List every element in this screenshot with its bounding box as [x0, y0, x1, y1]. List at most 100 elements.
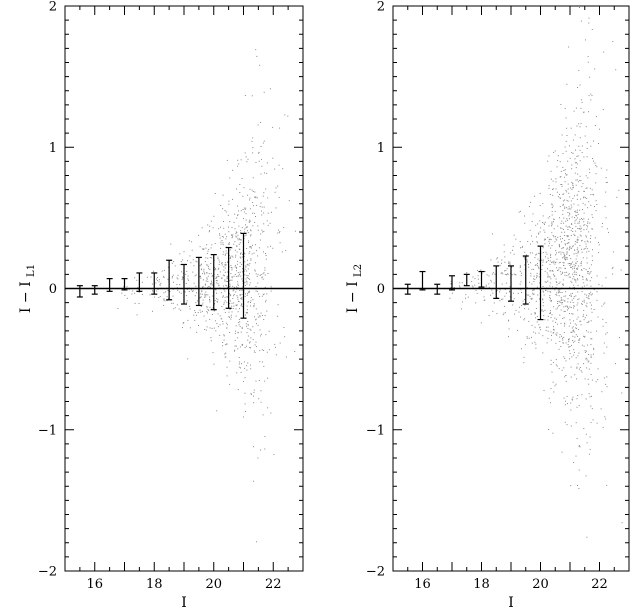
scatter-point [603, 342, 605, 344]
scatter-point [504, 312, 506, 314]
scatter-point [576, 378, 577, 380]
scatter-point [180, 309, 182, 311]
scatter-point [209, 296, 211, 298]
scatter-point [563, 336, 565, 338]
scatter-point [203, 268, 205, 270]
scatter-point [520, 275, 522, 277]
scatter-point [580, 265, 582, 267]
scatter-point [203, 315, 205, 317]
scatter-point [231, 269, 233, 271]
scatter-point [244, 152, 246, 154]
scatter-point [233, 294, 235, 295]
scatter-point [560, 346, 562, 347]
scatter-point [254, 244, 256, 246]
scatter-point [569, 263, 570, 264]
scatter-point [253, 395, 254, 397]
scatter-point [246, 161, 248, 163]
scatter-point [504, 270, 506, 272]
scatter-point [196, 331, 198, 333]
scatter-point [591, 338, 593, 340]
scatter-point [294, 351, 296, 352]
scatter-point [515, 238, 517, 240]
scatter-point [581, 186, 583, 188]
scatter-point [555, 281, 557, 283]
scatter-point [575, 219, 577, 221]
scatter-point [241, 304, 243, 306]
scatter-point [573, 329, 575, 331]
scatter-point [189, 255, 191, 257]
scatter-point [249, 251, 251, 253]
scatter-point [232, 297, 234, 299]
scatter-point [567, 344, 569, 346]
scatter-point [188, 240, 190, 242]
scatter-point [565, 259, 566, 261]
scatter-point [581, 219, 583, 221]
scatter-point [560, 298, 562, 300]
scatter-point [222, 295, 224, 297]
scatter-point [492, 233, 493, 235]
scatter-point [576, 304, 578, 306]
scatter-point [190, 262, 192, 264]
scatter-point [225, 352, 227, 354]
scatter-point [229, 177, 231, 179]
scatter-point [564, 421, 566, 423]
scatter-point [194, 275, 196, 277]
scatter-point [562, 284, 564, 286]
scatter-point [281, 251, 283, 253]
scatter-point [530, 297, 532, 299]
scatter-point [557, 225, 559, 227]
scatter-point [241, 227, 243, 229]
scatter-point [502, 298, 504, 300]
scatter-point [158, 281, 160, 283]
scatter-point [576, 269, 578, 270]
scatter-point [568, 248, 570, 250]
scatter-point [255, 341, 257, 343]
scatter-point [247, 194, 249, 196]
scatter-point [576, 248, 578, 250]
scatter-point [224, 233, 226, 235]
scatter-point [153, 270, 155, 272]
scatter-point [575, 262, 577, 264]
scatter-point [579, 209, 581, 211]
scatter-point [270, 286, 272, 288]
scatter-point [452, 292, 454, 294]
scatter-point [229, 308, 231, 310]
scatter-point [167, 278, 169, 280]
scatter-point [589, 187, 591, 189]
scatter-point [588, 95, 590, 97]
scatter-point [248, 264, 250, 266]
scatter-point [585, 187, 587, 189]
scatter-point [152, 291, 154, 293]
scatter-point [185, 273, 187, 275]
scatter-point [584, 241, 586, 243]
scatter-point [570, 331, 572, 333]
scatter-point [555, 254, 556, 256]
scatter-point [570, 266, 572, 268]
scatter-point [493, 302, 495, 304]
scatter-point [237, 272, 239, 274]
scatter-point [568, 338, 569, 340]
scatter-point [216, 410, 218, 412]
scatter-point [562, 271, 564, 273]
scatter-point [262, 273, 264, 275]
scatter-point [244, 285, 246, 286]
scatter-point [591, 311, 593, 313]
scatter-point [531, 283, 533, 285]
scatter-point [250, 394, 252, 396]
scatter-point [231, 302, 233, 304]
scatter-point [536, 316, 538, 317]
scatter-point [555, 308, 557, 310]
scatter-point [588, 111, 589, 113]
scatter-point [548, 276, 550, 278]
scatter-point [252, 137, 254, 139]
scatter-point [558, 292, 560, 294]
scatter-point [226, 275, 228, 277]
scatter-point [480, 322, 482, 324]
scatter-point [577, 279, 579, 281]
scatter-point [249, 342, 250, 344]
scatter-point [178, 291, 180, 293]
scatter-point [228, 203, 230, 205]
scatter-point [264, 436, 266, 437]
scatter-point [261, 206, 263, 208]
scatter-point [199, 297, 201, 299]
